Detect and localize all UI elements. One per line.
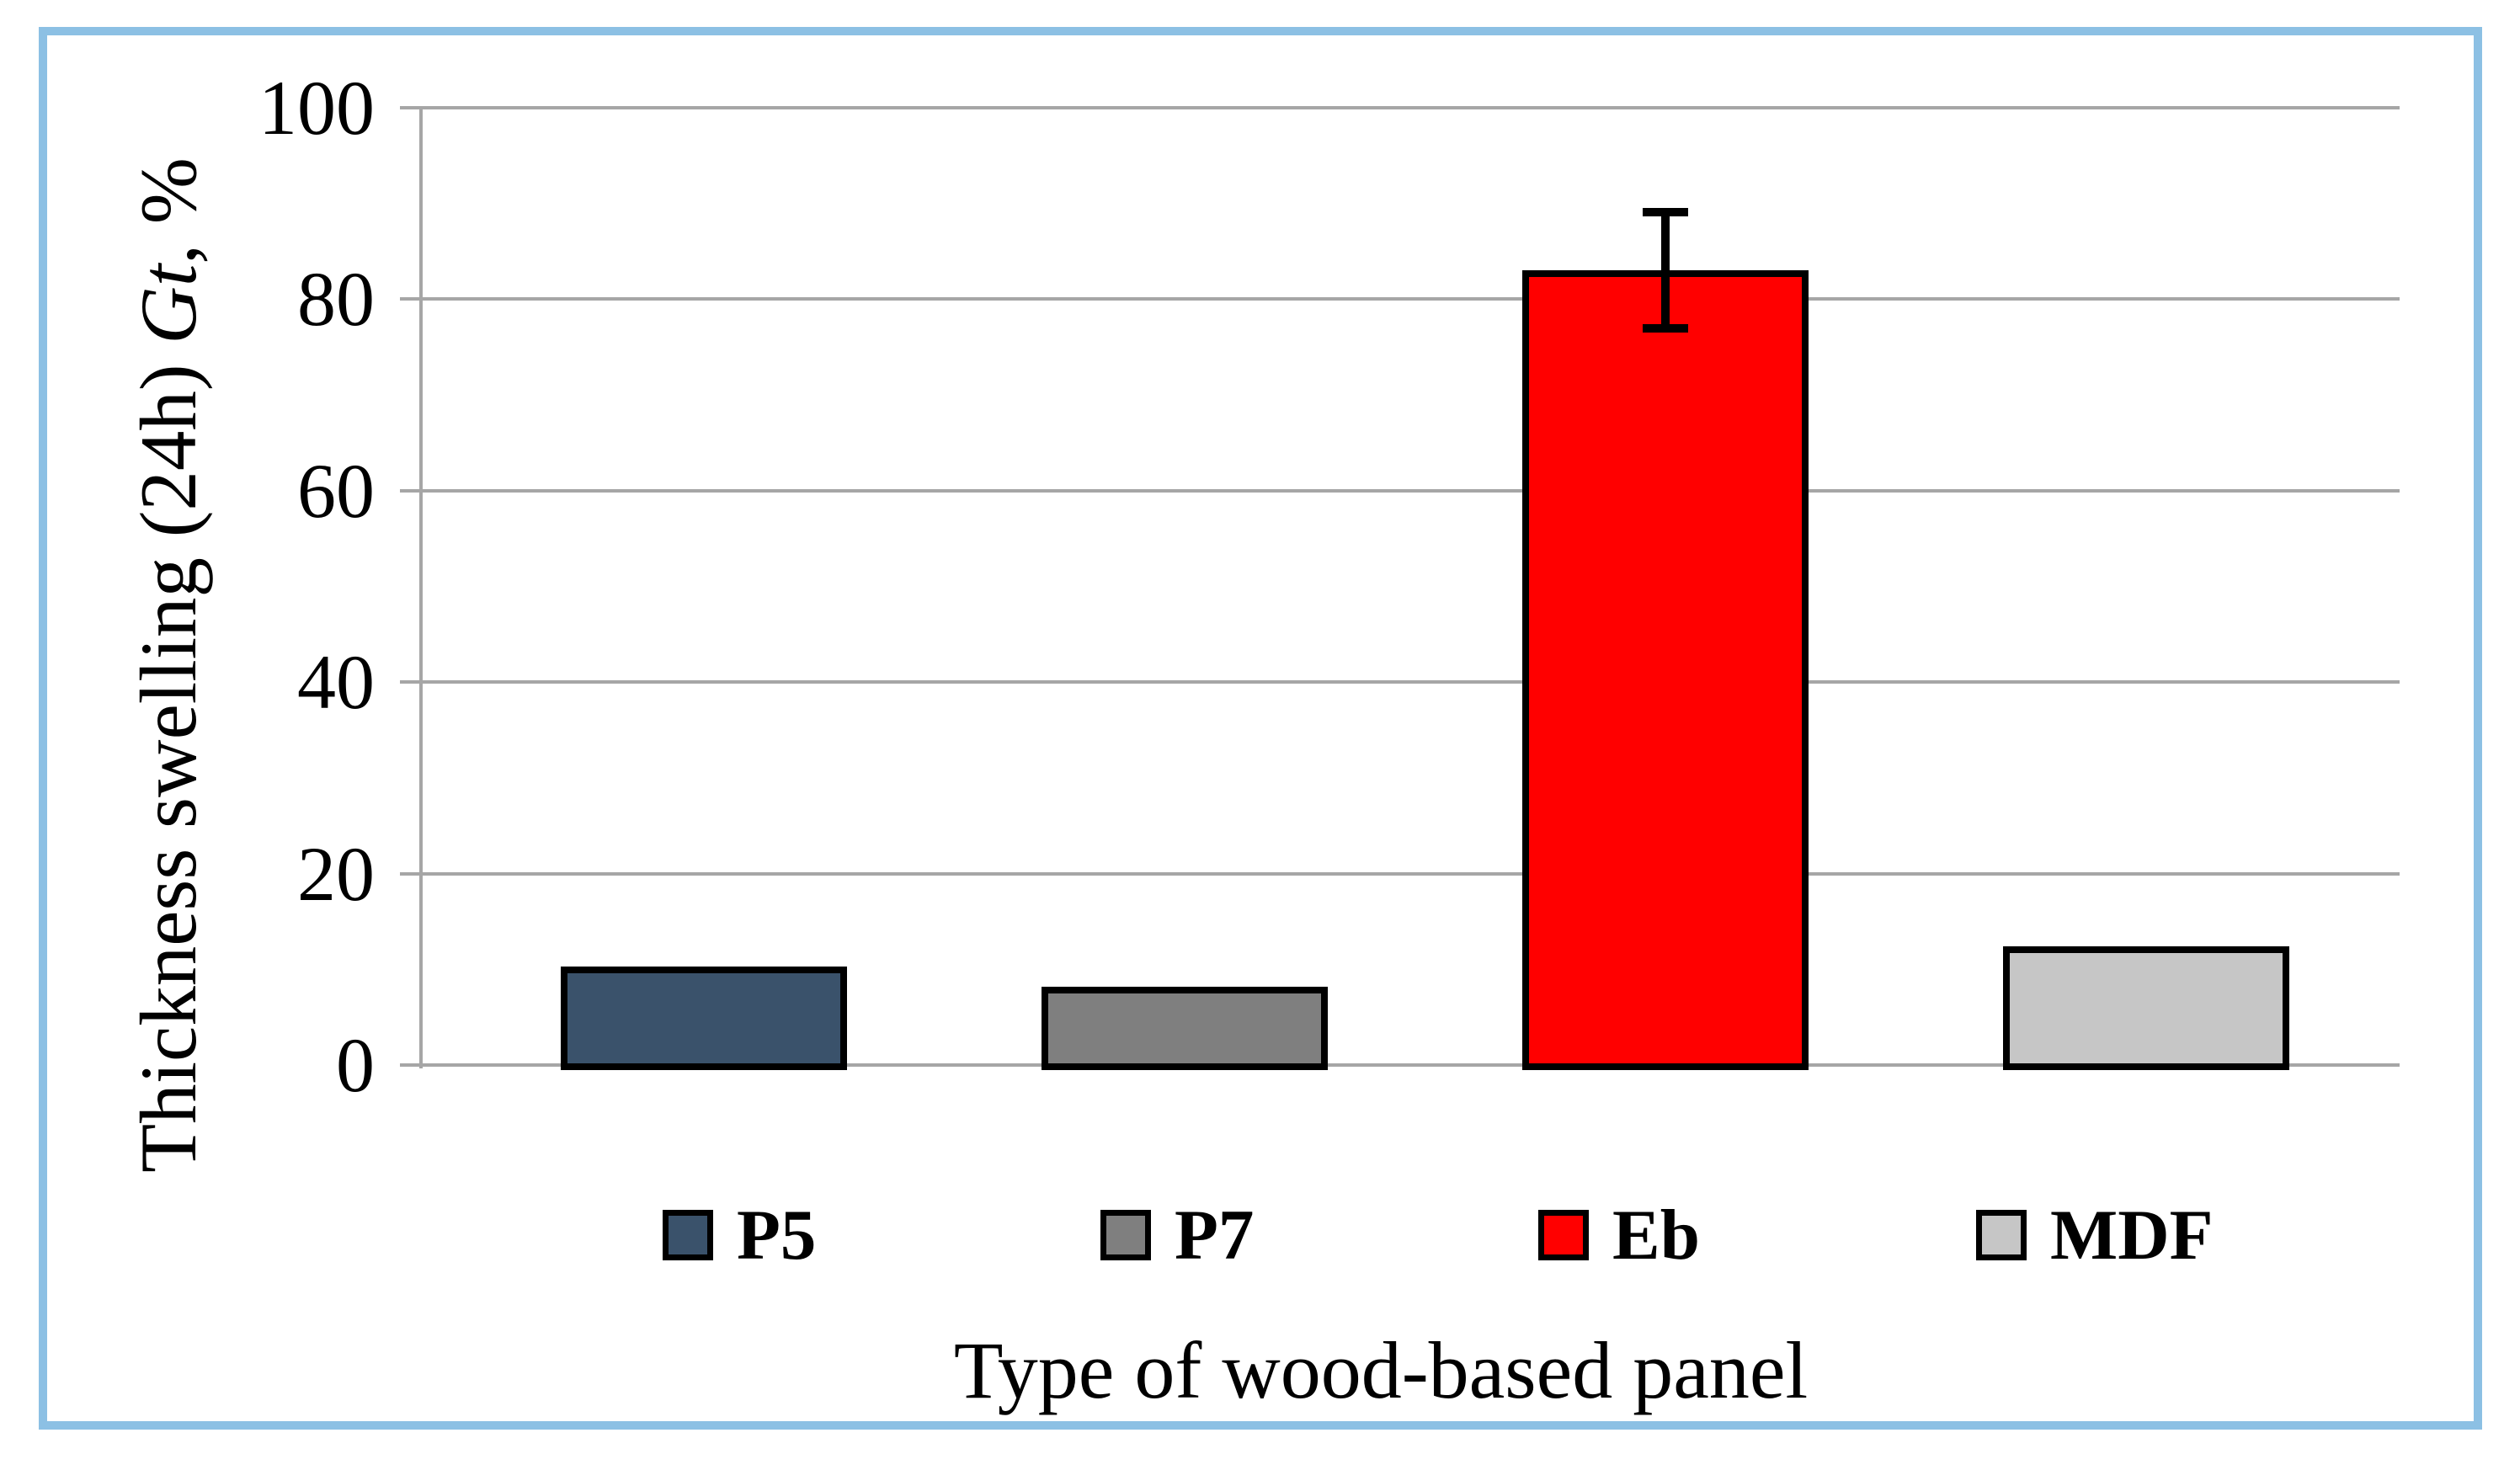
bar-mdf: [2002, 946, 2289, 1070]
error-bar-line: [1660, 208, 1670, 333]
legend-label-p5: P5: [737, 1196, 817, 1275]
gridline-60: [400, 488, 2400, 493]
error-bar-eb: [1623, 208, 1708, 333]
legend-swatch-p7: [1100, 1210, 1151, 1260]
legend-swatch-eb: [1538, 1210, 1589, 1260]
bar-p5: [560, 966, 847, 1070]
error-bar-line: [1642, 208, 1688, 217]
x-axis-title: Type of wood-based panel: [953, 1325, 1809, 1415]
gridline-0: [400, 1063, 2400, 1067]
bar-p7: [1041, 986, 1328, 1070]
legend-label-p7: P7: [1175, 1196, 1255, 1275]
y-tick-label-20: 20: [297, 830, 375, 917]
legend-label-eb: Eb: [1612, 1196, 1700, 1275]
y-tick-label-40: 40: [297, 639, 375, 726]
y-tick-label-80: 80: [297, 256, 375, 343]
y-tick-label-60: 60: [297, 447, 375, 534]
y-tick-label-100: 100: [258, 65, 375, 151]
bar-eb: [1521, 270, 1809, 1070]
gridline-40: [400, 680, 2400, 684]
gridline-20: [400, 871, 2400, 876]
y-axis-line: [419, 108, 423, 1068]
legend-swatch-mdf: [1976, 1210, 2027, 1260]
figure-frame: [39, 27, 2482, 1430]
y-tick-label-0: 0: [336, 1022, 375, 1108]
legend-label-mdf: MDF: [2050, 1196, 2214, 1275]
y-axis-title-suffix: , %: [124, 157, 213, 264]
gridline-100: [400, 106, 2400, 109]
error-bar-line: [1642, 324, 1688, 333]
legend-swatch-p5: [663, 1210, 713, 1260]
gridline-80: [400, 297, 2400, 301]
